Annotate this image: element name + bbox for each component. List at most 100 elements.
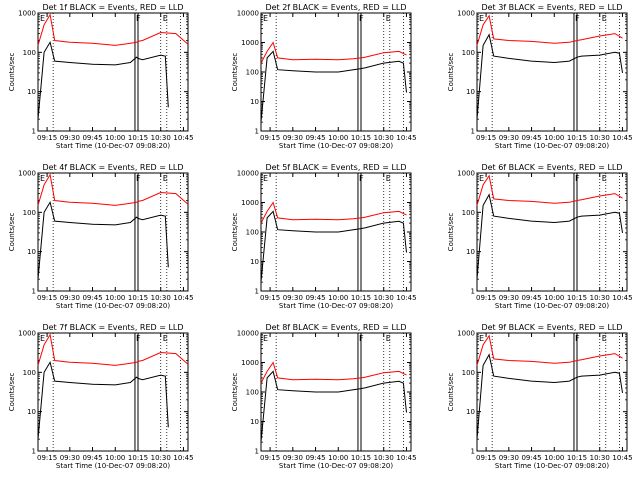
x-tick-label: 10:30 (151, 454, 171, 462)
flag-label: F (359, 174, 364, 183)
y-tick-label: 1 (255, 448, 259, 456)
flag-label: E (40, 174, 45, 183)
x-tick-label: 09:45 (82, 454, 102, 462)
y-tick-label: 1000 (241, 199, 259, 207)
x-tick-label: 09:45 (305, 134, 325, 142)
flag-label: E (479, 14, 484, 23)
plot-frame (476, 172, 628, 292)
events-series-line (37, 201, 169, 280)
lld-series-line (37, 173, 189, 206)
x-axis-label: Start Time (10-Dec-07 09:08:20) (56, 302, 170, 310)
x-axis-label: Start Time (10-Dec-07 09:08:20) (495, 462, 609, 470)
lld-series-line (260, 41, 407, 64)
x-tick-label: 09:30 (283, 294, 303, 302)
plot-frame (37, 172, 189, 292)
y-tick-label: 10 (27, 248, 36, 256)
flag-label: E (263, 14, 268, 23)
flag-label: F (359, 14, 364, 23)
y-tick-label: 1 (471, 288, 475, 296)
lld-series-line (260, 361, 407, 384)
x-tick-label: 10:15 (567, 134, 587, 142)
x-tick-label: 10:30 (374, 294, 394, 302)
y-tick-label: 10 (466, 88, 475, 96)
y-tick-label: 1 (32, 288, 36, 296)
x-tick-label: 09:15 (37, 454, 57, 462)
flag-label: F (575, 14, 580, 23)
x-tick-label: 09:15 (37, 134, 57, 142)
y-tick-label: 1000 (18, 170, 36, 178)
x-tick-label: 10:45 (612, 454, 632, 462)
y-tick-label: 10 (466, 248, 475, 256)
flag-label: E (386, 334, 391, 343)
y-tick-label: 10000 (237, 10, 259, 18)
events-series-line (476, 33, 623, 120)
plot-frame (37, 332, 189, 452)
flag-label: E (163, 14, 168, 23)
x-tick-label: 10:15 (351, 454, 371, 462)
x-tick-label: 10:30 (590, 294, 610, 302)
x-tick-label: 10:45 (173, 454, 193, 462)
x-tick-label: 09:15 (476, 134, 496, 142)
y-tick-label: 1000 (457, 10, 475, 18)
x-tick-label: 10:15 (567, 294, 587, 302)
chart-panel: Det 8f BLACK = Events, RED = LLD 1 10 100 10… (231, 323, 417, 470)
x-tick-label: 09:45 (82, 294, 102, 302)
x-axis-label: Start Time (10-Dec-07 09:08:20) (495, 142, 609, 150)
y-tick-label: 10 (27, 88, 36, 96)
y-tick-label: 100 (246, 389, 259, 397)
flag-label: F (359, 334, 364, 343)
y-axis-label: Counts/sec (231, 53, 239, 92)
events-series-line (37, 41, 169, 120)
x-axis-label: Start Time (10-Dec-07 09:08:20) (279, 462, 393, 470)
lld-series-line (37, 13, 189, 46)
flag-label: E (479, 334, 484, 343)
chart-title: Det 6f BLACK = Events, RED = LLD (481, 163, 622, 172)
flag-label: E (386, 14, 391, 23)
chart-panel: Det 7f BLACK = Events, RED = LLD 1 10 100 10… (8, 323, 194, 470)
y-tick-label: 1000 (18, 330, 36, 338)
y-tick-label: 100 (23, 369, 36, 377)
y-tick-label: 100 (246, 69, 259, 77)
plot-frame (476, 12, 628, 132)
flag-label: F (575, 334, 580, 343)
y-tick-label: 1000 (241, 39, 259, 47)
x-tick-label: 10:30 (374, 134, 394, 142)
x-tick-label: 10:45 (396, 454, 416, 462)
x-axis-label: Start Time (10-Dec-07 09:08:20) (56, 142, 170, 150)
y-tick-label: 100 (23, 49, 36, 57)
chart-title: Det 7f BLACK = Events, RED = LLD (42, 323, 183, 332)
x-tick-label: 10:30 (151, 294, 171, 302)
chart-title: Det 3f BLACK = Events, RED = LLD (481, 3, 622, 12)
x-tick-label: 09:45 (305, 454, 325, 462)
x-tick-label: 09:45 (521, 454, 541, 462)
x-tick-label: 09:30 (60, 134, 80, 142)
y-tick-label: 10000 (237, 330, 259, 338)
y-tick-label: 1000 (241, 359, 259, 367)
x-tick-label: 09:30 (60, 294, 80, 302)
x-tick-label: 10:45 (612, 294, 632, 302)
chart-panel: Det 2f BLACK = Events, RED = LLD 1 10 100 10… (231, 3, 417, 150)
y-tick-label: 100 (23, 209, 36, 217)
lld-series-line (476, 174, 623, 206)
chart-panel: Det 9f BLACK = Events, RED = LLD 1 10 100 10… (447, 323, 633, 470)
y-tick-label: 1 (471, 448, 475, 456)
x-tick-label: 10:30 (374, 454, 394, 462)
x-tick-label: 10:00 (544, 454, 564, 462)
y-axis-label: Counts/sec (231, 373, 239, 412)
events-series-line (260, 50, 407, 123)
y-axis-label: Counts/sec (8, 373, 16, 412)
chart-panel: Det 3f BLACK = Events, RED = LLD 1 10 100 10… (447, 3, 633, 150)
x-tick-label: 10:30 (151, 134, 171, 142)
x-tick-label: 10:15 (351, 294, 371, 302)
y-tick-label: 1 (471, 128, 475, 136)
x-tick-label: 09:30 (60, 454, 80, 462)
flag-label: E (263, 174, 268, 183)
lld-series-line (260, 201, 407, 224)
x-tick-label: 09:15 (260, 454, 280, 462)
plot-frame (37, 12, 189, 132)
x-tick-label: 10:00 (105, 134, 125, 142)
x-tick-label: 10:15 (128, 454, 148, 462)
x-tick-label: 10:15 (128, 294, 148, 302)
y-tick-label: 1 (255, 288, 259, 296)
x-tick-label: 10:00 (544, 294, 564, 302)
